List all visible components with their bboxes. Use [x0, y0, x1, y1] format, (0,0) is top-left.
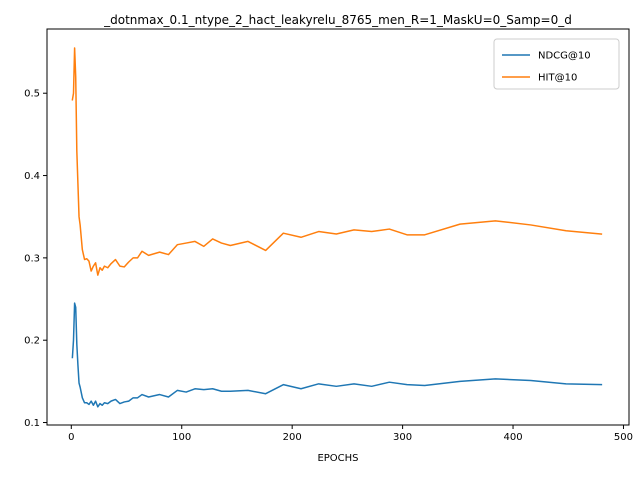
series-layer	[71, 47, 603, 408]
y-tick-label: 0.4	[24, 171, 40, 182]
x-tick-label: 200	[283, 432, 302, 443]
legend-label: NDCG@10	[538, 51, 591, 62]
x-tick-label: 400	[503, 432, 522, 443]
x-tick-label: 500	[614, 432, 633, 443]
y-tick-label: 0.2	[24, 336, 40, 347]
y-axis: 0.1 0.2 0.3 0.4 0.5	[24, 89, 47, 429]
plot-frame	[46, 28, 630, 426]
x-axis: 0 100 200 300 400 500	[68, 425, 633, 443]
x-tick-label: 100	[172, 432, 191, 443]
legend: NDCG@10 HIT@10	[493, 38, 620, 90]
series-line-ndcg-10	[71, 302, 603, 408]
x-axis-title: EPOCHS	[317, 453, 358, 464]
chart-title: _dotnmax_0.1_ntype_2_hact_leakyrelu_8765…	[103, 13, 572, 27]
y-tick-label: 0.1	[24, 418, 40, 429]
y-tick-label: 0.5	[24, 89, 40, 100]
x-tick-label: 0	[68, 432, 74, 443]
x-tick-label: 300	[393, 432, 412, 443]
legend-label: HIT@10	[538, 73, 577, 84]
series-line-hit-10	[71, 47, 603, 276]
y-tick-label: 0.3	[24, 253, 40, 264]
